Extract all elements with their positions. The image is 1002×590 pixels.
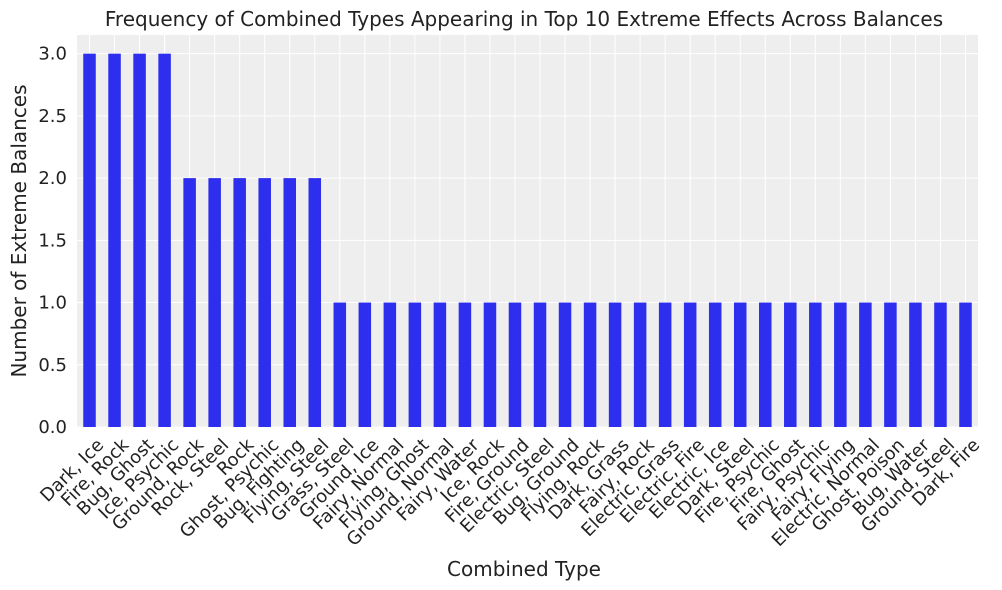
bar (633, 302, 647, 427)
y-tick-label: 2.0 (38, 168, 67, 189)
y-tick-label: 1.0 (38, 293, 67, 314)
bar (308, 178, 322, 427)
bar (233, 178, 246, 427)
bar (108, 53, 121, 428)
bar (608, 302, 622, 427)
y-ticks: 0.0 0.5 1.0 1.5 2.0 2.5 3.0 (38, 44, 67, 438)
bar (408, 302, 422, 427)
bar (809, 302, 822, 427)
bar (458, 302, 472, 427)
bar (208, 178, 221, 427)
bar (533, 302, 547, 427)
bar (558, 302, 572, 427)
bar (583, 302, 597, 427)
bar (358, 302, 372, 427)
bar (834, 302, 847, 427)
plot-area (77, 35, 978, 427)
bar (383, 302, 397, 427)
bar (283, 178, 296, 427)
bar (258, 178, 271, 427)
bar (784, 302, 797, 427)
bar (508, 302, 522, 427)
bar (83, 53, 96, 428)
bar (759, 302, 772, 427)
bar (959, 302, 972, 427)
bar (884, 302, 897, 427)
bar (683, 302, 697, 427)
bar (483, 302, 497, 427)
bar (909, 302, 922, 427)
y-tick-label: 3.0 (38, 44, 67, 65)
y-axis-label: Number of Extreme Balances (7, 84, 31, 377)
bar (133, 53, 146, 428)
y-tick-label: 1.5 (38, 230, 67, 251)
bar (183, 178, 196, 427)
bar (934, 302, 947, 427)
bar (333, 302, 347, 427)
y-tick-label: 0.5 (38, 355, 67, 376)
chart-title: Frequency of Combined Types Appearing in… (105, 7, 943, 31)
bar (158, 53, 171, 428)
y-tick-label: 0.0 (38, 417, 67, 438)
bars (83, 53, 972, 428)
x-axis-label: Combined Type (447, 557, 601, 581)
bar (859, 302, 872, 427)
bar (433, 302, 447, 427)
y-tick-label: 2.5 (38, 106, 67, 127)
bar (658, 302, 672, 427)
bar (733, 302, 747, 427)
bar (708, 302, 722, 427)
